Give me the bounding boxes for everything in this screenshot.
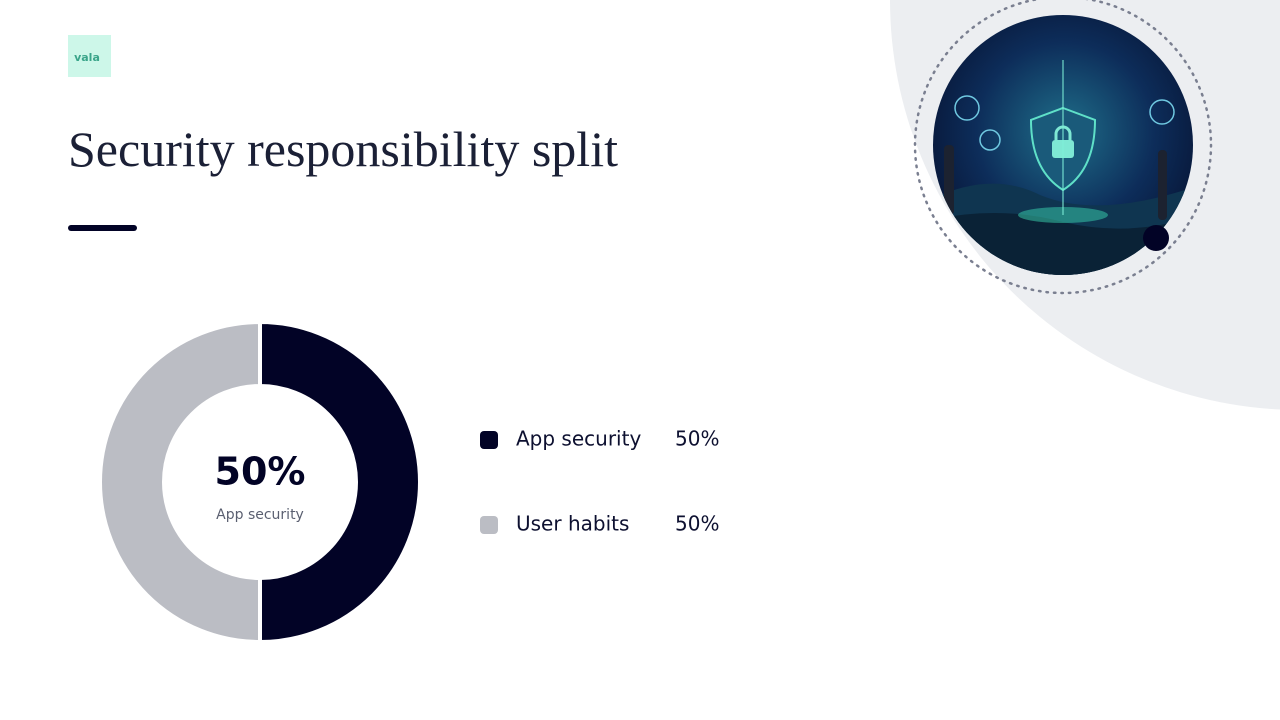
title-underline	[68, 225, 137, 231]
logo-box	[68, 35, 111, 77]
dotted-ring	[913, 0, 1213, 295]
chart-title: Security responsibility split	[68, 121, 618, 177]
legend: App security 50% User habits 50%	[480, 427, 719, 536]
pie-slice	[98, 319, 262, 645]
legend-label: User habits	[516, 512, 629, 536]
center-label: App security	[216, 507, 304, 523]
legend-value: 50%	[675, 427, 719, 451]
legend-value: 50%	[675, 512, 719, 536]
legend-label: App security	[516, 427, 641, 451]
accent-dot	[1143, 225, 1169, 251]
logo: vala	[74, 51, 100, 64]
legend-swatch	[480, 516, 498, 534]
pie-slice	[258, 319, 422, 645]
donut-chart: 50% App security	[98, 319, 422, 645]
center-value: 50%	[215, 450, 306, 494]
legend-swatch	[480, 431, 498, 449]
